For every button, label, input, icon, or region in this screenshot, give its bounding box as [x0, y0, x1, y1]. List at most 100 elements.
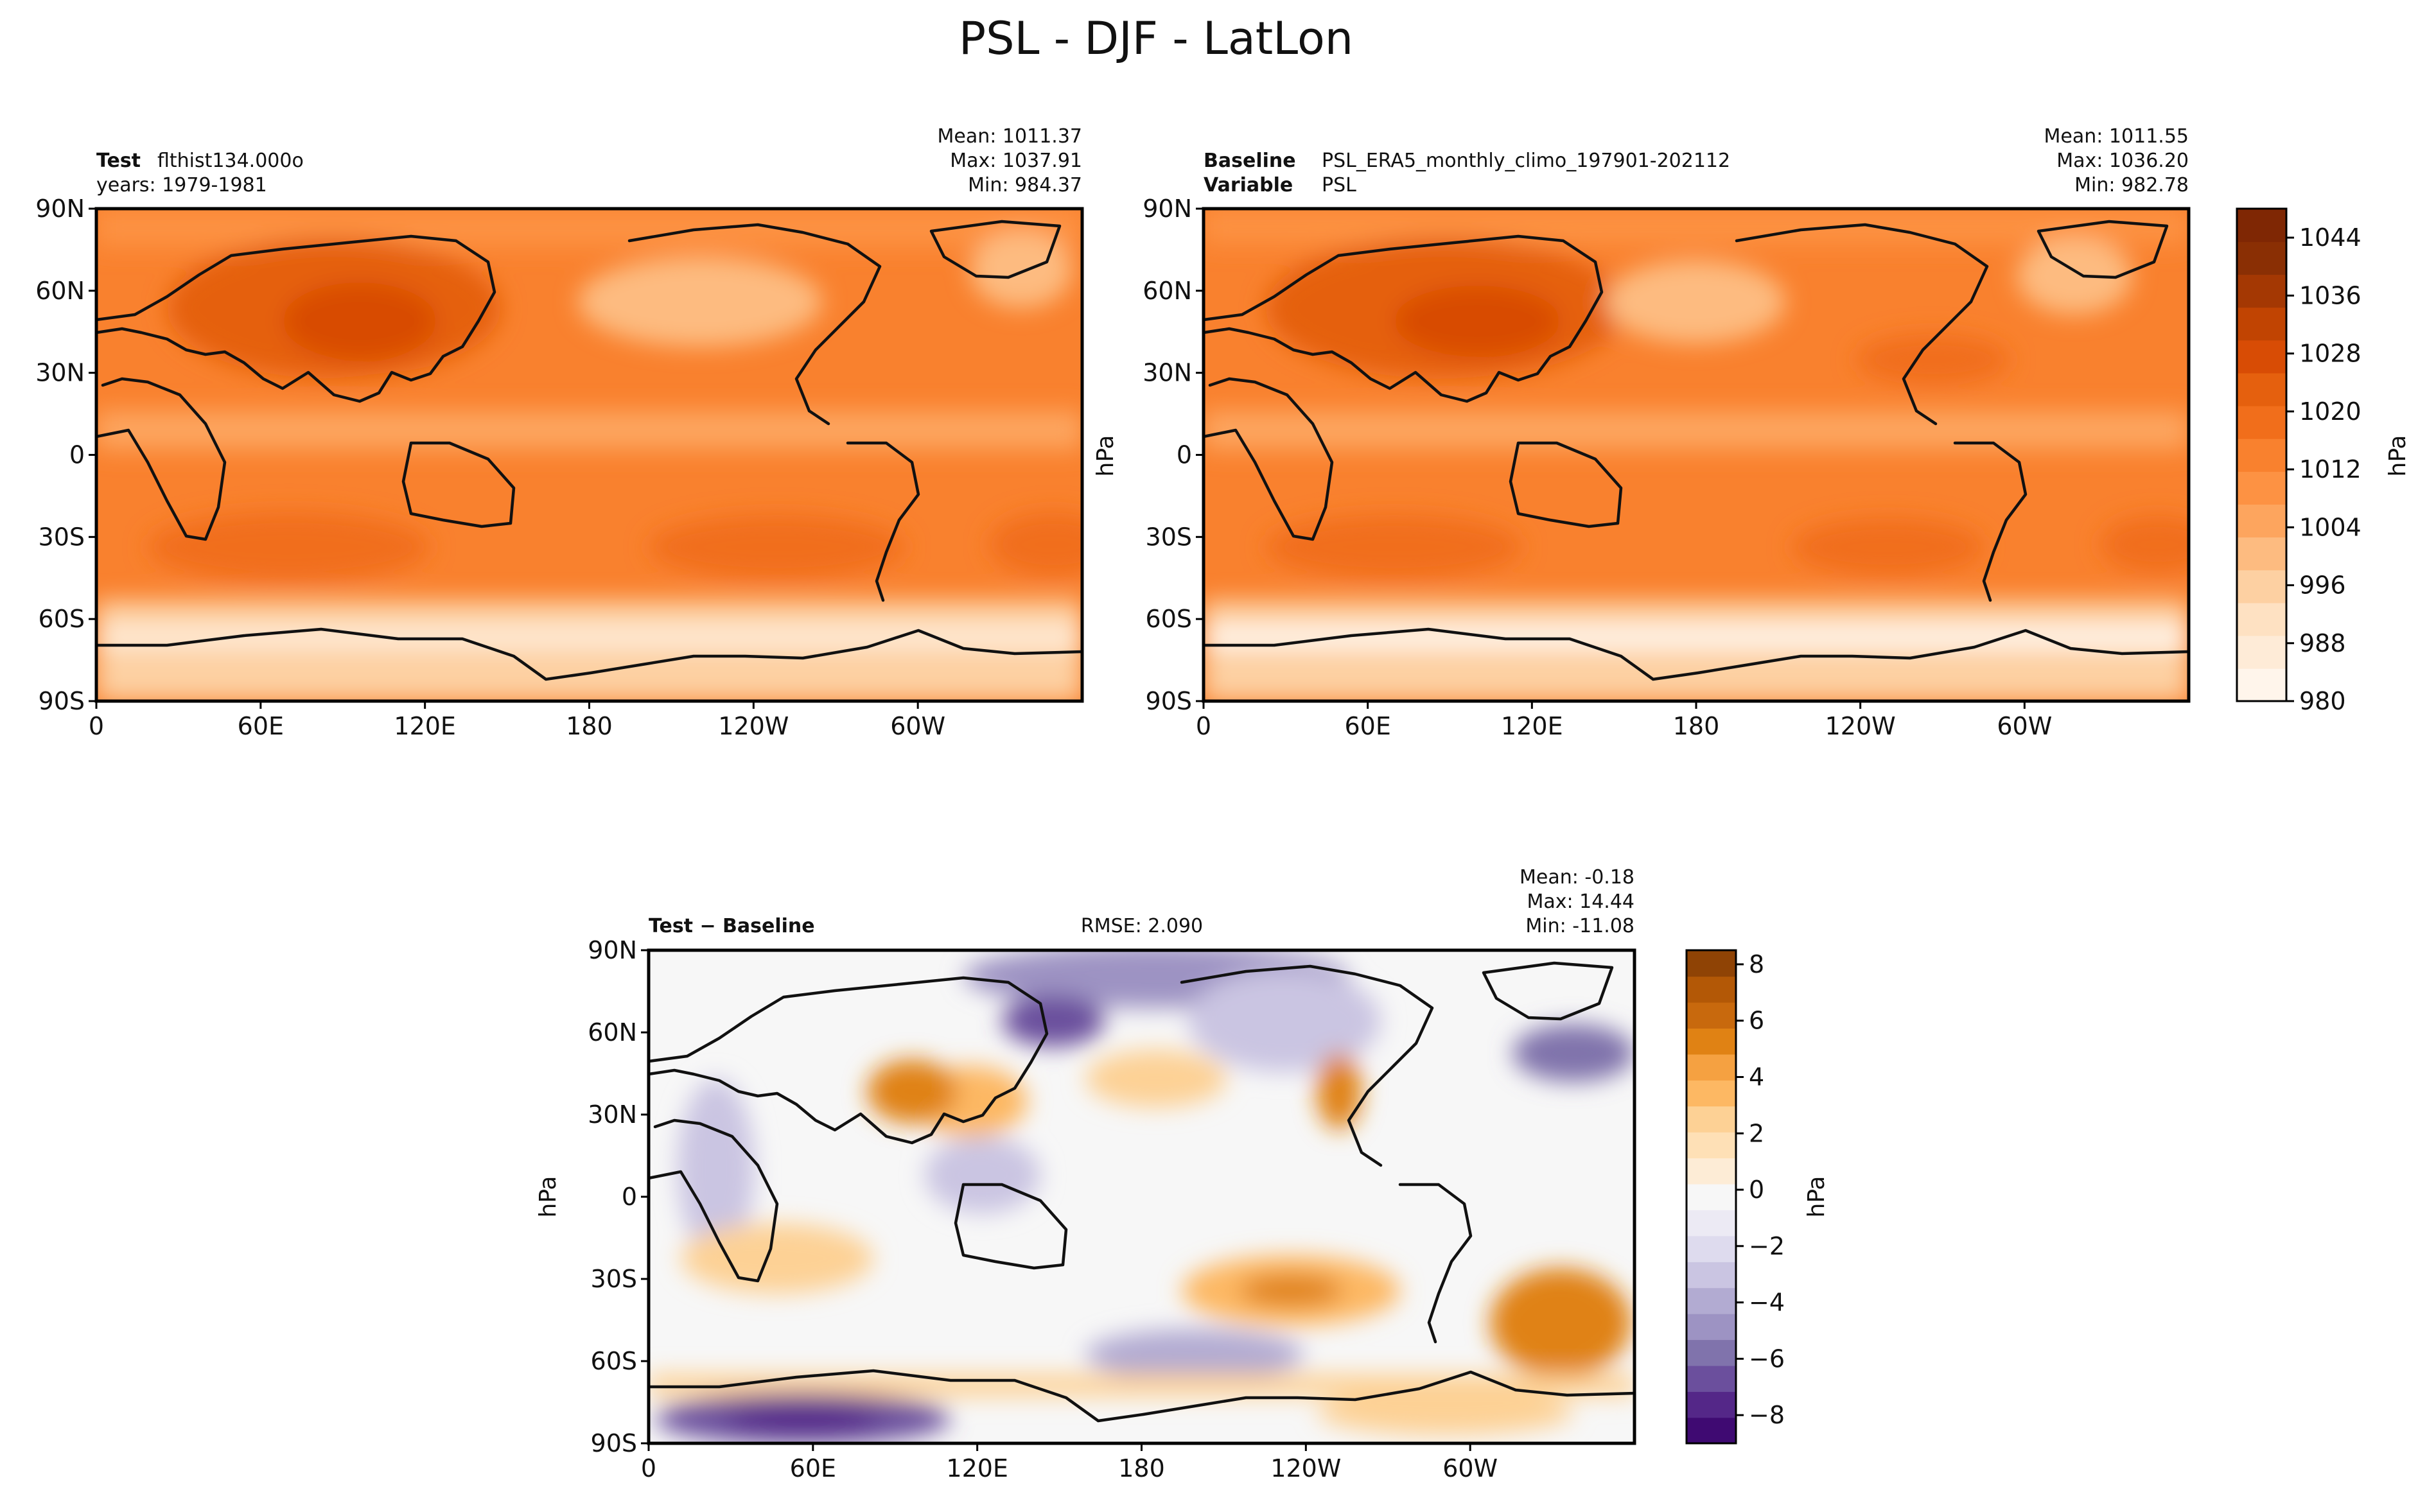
test-mean: Mean: 1011.37 [938, 125, 1082, 148]
colorbar-psl-tick-label: 996 [2299, 571, 2346, 600]
test-xtick-label: 60E [238, 712, 284, 740]
diff-xtick-label: 180 [1118, 1454, 1165, 1482]
test-label-bold: Test [96, 150, 141, 172]
diff-ytick-label: 90S [591, 1429, 637, 1457]
test-xtick-label: 60W [890, 712, 945, 740]
diff-min: Min: -11.08 [1525, 915, 1634, 937]
diff-coastlines [649, 961, 1634, 1423]
colorbar-diff-ticks: −8 −6 −4 −2 0 2 4 6 8 [1736, 950, 1785, 1429]
test-years: years: 1979-1981 [96, 174, 267, 196]
colorbar-diff-tick-label: 8 [1749, 950, 1764, 978]
colorbar-psl-tick-label: 1020 [2299, 397, 2361, 426]
panel-baseline: Baseline PSL_ERA5_monthly_climo_197901-2… [1092, 125, 2191, 740]
test-ytick-label: 90S [39, 687, 85, 715]
diff-ytick-label: 90N [588, 936, 637, 964]
colorbar-psl-band [2237, 602, 2286, 636]
colorbar-diff-band [1687, 1287, 1736, 1314]
diff-xtick-label: 0 [641, 1454, 656, 1482]
colorbar-diff-band [1687, 1391, 1736, 1418]
colorbar-psl-band [2237, 569, 2286, 604]
colorbar-diff-tick-label: 6 [1749, 1007, 1764, 1035]
baseline-xtick-label: 60W [1997, 712, 2052, 740]
diff-ytick-label: 60S [591, 1347, 637, 1375]
colorbar-diff: −8 −6 −4 −2 0 2 4 6 8 hPa [1685, 949, 1830, 1445]
colorbar-psl-tick-label: 1044 [2299, 223, 2361, 252]
baseline-ytick-label: 90S [1146, 687, 1192, 715]
colorbar-diff-band [1687, 1235, 1736, 1262]
baseline-ytick-label: 30N [1143, 359, 1192, 387]
colorbar-psl-band [2237, 438, 2286, 472]
colorbar-psl-frame [2236, 207, 2288, 702]
panel-test: Test flthist134.000o years: 1979-1981 Me… [35, 125, 1084, 740]
colorbar-psl-band [2237, 307, 2286, 341]
colorbar-diff-tick-label: 2 [1749, 1119, 1764, 1147]
colorbar-diff-tick-label: 4 [1749, 1063, 1764, 1091]
baseline-ytick-label: 30S [1146, 523, 1192, 551]
colorbar-diff-tick-label: 0 [1749, 1176, 1764, 1204]
colorbar-psl-band [2237, 405, 2286, 439]
diff-rmse: RMSE: 2.090 [1081, 915, 1203, 937]
colorbar-psl-band [2237, 241, 2286, 275]
baseline-coastlines [1204, 220, 2189, 681]
colorbar-diff-band [1687, 950, 1736, 977]
colorbar-psl-band [2237, 340, 2286, 374]
baseline-xtick-label: 180 [1673, 712, 1720, 740]
colorbar-diff-bands [1687, 950, 1736, 1444]
test-xtick-label: 120E [394, 712, 456, 740]
test-label-text: flthist134.000o [157, 150, 304, 172]
test-ticks: 0 60E 120E 180 120W 60W 90N 60N 30N 0 30S 60S 90S [35, 195, 945, 740]
colorbar-diff-tick-label: −8 [1749, 1401, 1785, 1429]
colorbar-psl-band [2237, 668, 2286, 702]
colorbar-psl-band [2237, 504, 2286, 538]
colorbar-psl-tick-label: 1028 [2299, 340, 2361, 368]
colorbar-diff-band [1687, 1417, 1736, 1444]
baseline-ytick-label: 0 [1177, 441, 1192, 469]
test-ytick-label: 30N [35, 359, 85, 387]
colorbar-psl: 980 988 996 1004 1012 1020 1028 1036 1044 hPa [2236, 207, 2411, 715]
baseline-xtick-label: 60E [1344, 712, 1390, 740]
test-xtick-label: 0 [89, 712, 104, 740]
baseline-ytick-label: 60N [1143, 277, 1192, 305]
colorbar-diff-band [1687, 1183, 1736, 1211]
test-map-field [96, 209, 1082, 701]
diff-max: Max: 14.44 [1527, 891, 1634, 913]
test-ytick-label: 30S [39, 523, 85, 551]
baseline-ytick-label: 60S [1146, 605, 1192, 633]
diff-xtick-label: 60E [790, 1454, 836, 1482]
colorbar-diff-band [1687, 1106, 1736, 1133]
diff-xtick-label: 120E [946, 1454, 1008, 1482]
diff-xtick-label: 120W [1270, 1454, 1341, 1482]
test-ytick-label: 60N [35, 277, 85, 305]
diff-xtick-label: 60W [1442, 1454, 1498, 1482]
baseline-ytick-label: 90N [1143, 195, 1192, 223]
diff-ytick-label: 0 [622, 1183, 637, 1211]
colorbar-diff-label: hPa [1803, 1176, 1830, 1218]
colorbar-psl-ticks: 980 988 996 1004 1012 1020 1028 1036 1044 [2286, 223, 2361, 715]
colorbar-diff-band [1687, 1028, 1736, 1055]
colorbar-psl-label: hPa [2385, 435, 2411, 477]
colorbar-psl-tick-label: 1004 [2299, 513, 2361, 541]
colorbar-diff-tick-label: −6 [1749, 1344, 1785, 1373]
diff-label-bold: Test − Baseline [649, 915, 815, 937]
baseline-ticks: 0 60E 120E 180 120W 60W 90N 60N 30N 0 30S 60S 90S [1143, 195, 2052, 740]
test-ytick-label: 60S [39, 605, 85, 633]
colorbar-diff-band [1687, 1080, 1736, 1107]
baseline-ylabel: hPa [1092, 435, 1119, 477]
diff-ytick-label: 30N [588, 1100, 637, 1129]
colorbar-psl-band [2237, 209, 2286, 242]
baseline-variable-text: PSL [1322, 174, 1356, 196]
colorbar-psl-band [2237, 471, 2286, 505]
colorbar-diff-band [1687, 1054, 1736, 1081]
colorbar-diff-band [1687, 1365, 1736, 1392]
colorbar-psl-band [2237, 274, 2286, 308]
colorbar-diff-tick-label: −4 [1749, 1289, 1785, 1317]
baseline-label-bold: Baseline [1204, 150, 1296, 172]
colorbar-psl-tick-label: 980 [2299, 687, 2346, 715]
baseline-variable-bold: Variable [1204, 174, 1293, 196]
diff-ticks: 0 60E 120E 180 120W 60W 90N 60N 30N 0 30S 60S 90S [588, 936, 1498, 1482]
diff-ylabel: hPa [535, 1176, 561, 1218]
baseline-max: Max: 1036.20 [2056, 150, 2189, 172]
figure-title: PSL - DJF - LatLon [959, 12, 1353, 65]
baseline-min: Min: 982.78 [2074, 174, 2189, 196]
